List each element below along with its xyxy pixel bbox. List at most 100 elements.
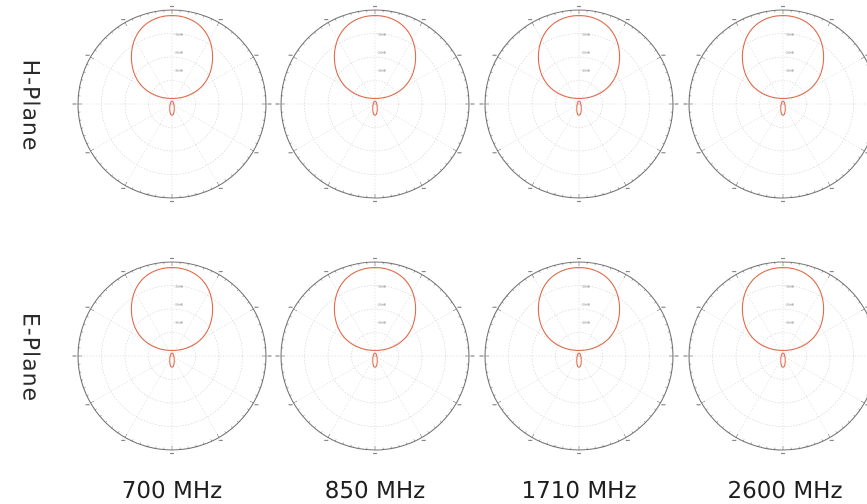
tick-mark [458,64,461,66]
tick-mark [617,439,619,442]
tick-mark [506,43,509,46]
grid-ring-1 [351,332,399,380]
tick-mark [493,64,496,66]
tick-mark [631,431,634,434]
tick-mark [728,179,731,182]
tick-mark [463,127,466,129]
tick-mark [758,13,760,16]
angle-label-mark [470,103,475,105]
tick-mark [124,433,128,438]
angle-label-mark [288,404,293,406]
tick-mark [649,414,652,417]
tick-mark [284,127,287,129]
tick-mark [554,13,556,16]
tick-mark [637,283,640,286]
tick-mark [656,148,661,152]
angle-label-mark [577,5,581,8]
tick-mark [827,433,831,438]
back-lobe [372,352,378,368]
tick-mark [216,274,220,279]
grid-ring-2 [531,56,627,152]
tick-mark [314,31,317,34]
angle-label-mark [625,439,630,442]
angle-label-mark [781,5,785,8]
tick-mark [297,156,300,159]
tick-mark [821,187,823,190]
radial-gridline [782,355,865,404]
tick-mark [750,15,752,18]
tick-mark [722,174,725,177]
angle-label-mark [170,5,174,8]
tick-mark [398,13,400,16]
tick-mark [656,308,661,312]
radial-gridline [124,22,173,105]
tick-mark [230,174,233,177]
tick-mark [512,289,515,292]
tick-mark [858,49,861,52]
polar-plot-svg: -10dB -20dB -30dB [683,257,867,455]
tick-mark [320,179,323,182]
tick-mark [99,414,102,417]
tick-mark [750,442,752,445]
tick-mark [314,426,317,429]
tick-mark [314,174,317,177]
tick-mark [132,18,134,21]
tick-mark [255,316,258,318]
tick-mark [461,71,464,73]
tick-mark [433,174,436,177]
tick-mark [297,408,300,411]
tick-mark [327,433,331,438]
tick-mark [293,148,298,152]
tick-mark [602,192,604,195]
tick-mark [139,442,141,445]
tick-mark [458,394,461,396]
tick-mark [667,331,670,333]
tick-mark [94,156,97,159]
tick-mark [554,192,556,195]
tick-mark [493,142,496,144]
tick-mark [463,79,466,81]
tick-mark [445,414,448,417]
tick-mark [692,331,695,333]
angle-label-mark [732,270,737,273]
tick-mark [398,192,400,195]
ring-label: -30dB [174,69,183,73]
tick-mark [289,316,292,318]
radial-gridline [124,103,173,186]
main-lobe [130,266,214,352]
tick-mark [806,13,808,16]
tick-mark [210,270,212,273]
tick-mark [835,26,838,29]
tick-mark [249,400,254,404]
tick-mark [90,148,95,152]
angle-label-mark [218,270,223,273]
tick-mark [814,267,816,270]
tick-mark [662,142,665,144]
tick-mark [710,162,713,165]
radial-gridline [171,22,220,105]
main-lobe [333,14,417,100]
grid-ring-2 [531,308,627,404]
tick-mark [531,274,535,279]
tick-mark [230,31,233,34]
angle-label-mark [492,54,497,56]
tick-mark [286,135,289,137]
tick-mark [111,283,114,286]
tick-mark [835,278,838,281]
tick-mark [255,64,258,66]
grid-ring-2 [124,56,220,152]
radial-gridline [578,274,627,357]
tick-mark [841,31,844,34]
tick-mark [665,387,668,389]
tick-mark [86,142,89,144]
polar-plot-svg: -10dB -20dB -30dB [72,257,272,455]
tick-mark [637,426,640,429]
tick-mark [94,301,97,304]
polar-plot-svg: -10dB -20dB -30dB [683,5,867,203]
tick-mark [841,426,844,429]
tick-mark [203,190,205,193]
angle-label-mark [492,152,497,154]
tick-mark [452,56,457,60]
tick-mark [623,181,627,186]
tick-mark [665,71,668,73]
